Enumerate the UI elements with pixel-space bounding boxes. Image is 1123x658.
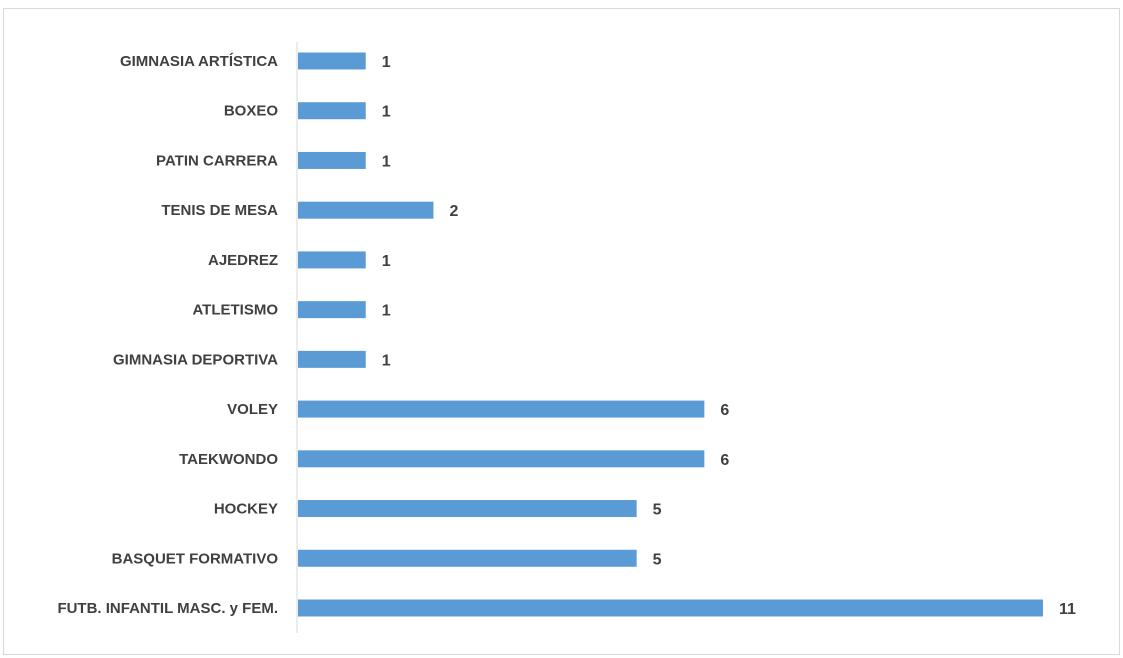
bar [298, 400, 705, 418]
category-label: PATIN CARRERA [156, 152, 278, 169]
value-label: 1 [382, 54, 391, 71]
bar [298, 201, 434, 219]
bar [298, 450, 705, 468]
value-label: 5 [653, 551, 662, 568]
category-label: HOCKEY [214, 501, 278, 518]
category-label: GIMNASIA ARTÍSTICA [120, 53, 278, 70]
category-label: GIMNASIA DEPORTIVA [113, 351, 278, 368]
bar [298, 500, 637, 518]
category-label: BASQUET FORMATIVO [112, 550, 279, 567]
bar [298, 549, 637, 567]
category-label: VOLEY [227, 401, 278, 418]
value-label: 6 [720, 402, 729, 419]
chart-frame [3, 8, 1120, 655]
value-label: 11 [1059, 601, 1076, 618]
category-label: TENIS DE MESA [161, 202, 278, 219]
value-label: 1 [382, 352, 391, 369]
value-label: 6 [720, 452, 729, 469]
value-label: 1 [382, 253, 391, 270]
value-label: 1 [382, 303, 391, 320]
category-label: BOXEO [224, 103, 279, 120]
bar [298, 599, 1043, 617]
category-label: TAEKWONDO [179, 451, 278, 468]
bar [298, 151, 366, 169]
category-label: ATLETISMO [192, 302, 278, 319]
category-label: FUTB. INFANTIL MASC. y FEM. [57, 600, 278, 617]
value-label: 5 [653, 502, 662, 519]
value-label: 1 [382, 104, 391, 121]
value-label: 2 [449, 203, 458, 220]
bar [298, 350, 366, 368]
value-label: 1 [382, 153, 391, 170]
bar [298, 52, 366, 70]
bar [298, 251, 366, 269]
bar [298, 102, 366, 120]
bar [298, 301, 366, 319]
category-label: AJEDREZ [208, 252, 278, 269]
